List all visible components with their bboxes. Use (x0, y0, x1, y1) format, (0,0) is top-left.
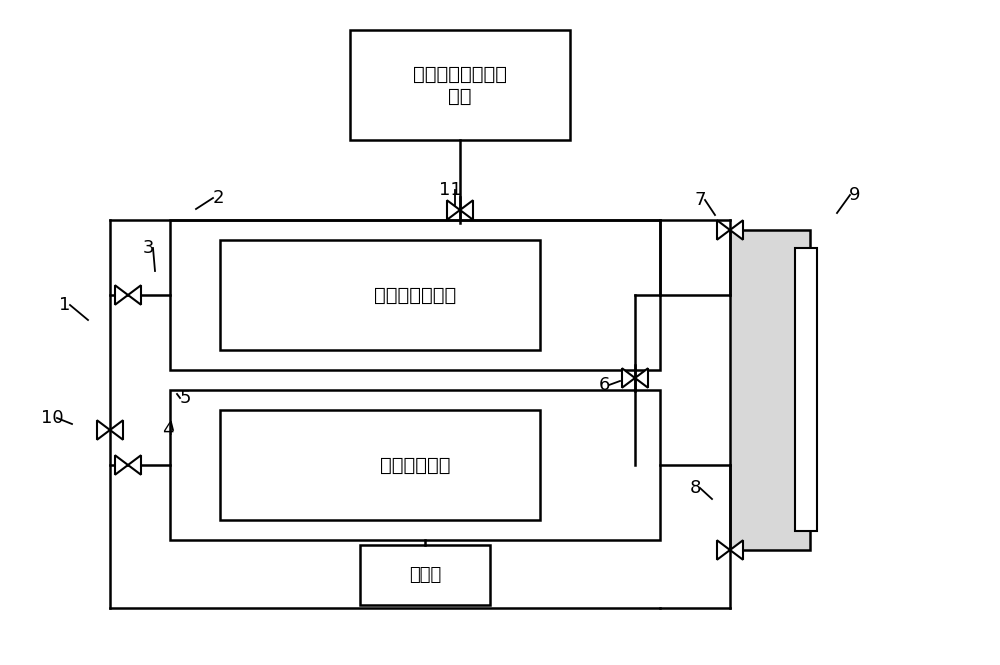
Bar (220, 240, 540, 350)
Text: 车内加热系统的交
换器: 车内加热系统的交 换器 (413, 65, 507, 106)
Bar (360, 545, 490, 605)
Bar (170, 220, 660, 370)
Polygon shape (128, 285, 141, 305)
Text: 9: 9 (849, 186, 861, 204)
Text: 5: 5 (179, 389, 191, 407)
Polygon shape (115, 456, 128, 475)
Polygon shape (730, 220, 743, 240)
Text: 10: 10 (41, 409, 63, 427)
Bar (170, 390, 660, 540)
Text: 8: 8 (689, 479, 701, 497)
Polygon shape (622, 368, 635, 388)
Polygon shape (717, 540, 730, 560)
Bar (350, 30, 570, 140)
Bar (730, 230, 810, 550)
Polygon shape (447, 200, 460, 219)
Text: 加热器: 加热器 (409, 566, 441, 584)
Text: 电池控制回路: 电池控制回路 (380, 456, 450, 475)
Polygon shape (115, 285, 128, 305)
Text: 1: 1 (59, 296, 71, 314)
Bar (795, 248, 817, 531)
Text: 7: 7 (694, 191, 706, 209)
Polygon shape (717, 220, 730, 240)
Polygon shape (128, 456, 141, 475)
Polygon shape (460, 200, 473, 219)
Text: 11: 11 (439, 181, 461, 199)
Text: 动力系控制回路: 动力系控制回路 (374, 285, 456, 305)
Text: 4: 4 (162, 421, 174, 439)
Polygon shape (730, 540, 743, 560)
Polygon shape (97, 420, 110, 440)
Polygon shape (635, 368, 648, 388)
Text: 2: 2 (212, 189, 224, 207)
Bar (220, 410, 540, 520)
Text: 3: 3 (142, 239, 154, 257)
Polygon shape (110, 420, 123, 440)
Text: 6: 6 (598, 376, 610, 394)
